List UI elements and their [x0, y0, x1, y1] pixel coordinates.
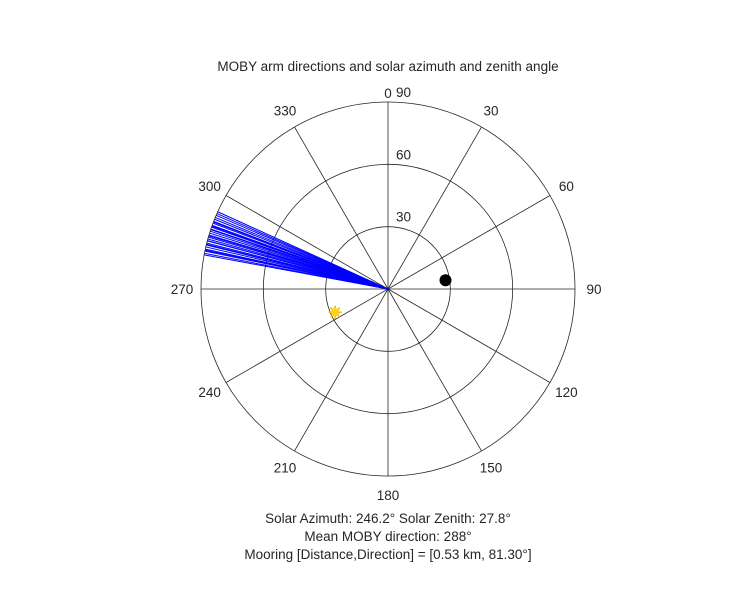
moby-arm-line — [204, 249, 389, 290]
sun-marker — [328, 305, 342, 319]
theta-tick-label-180: 180 — [377, 488, 400, 503]
moby-arm-line — [206, 243, 389, 290]
theta-tick-label-30: 30 — [483, 104, 498, 119]
chart-title: MOBY arm directions and solar azimuth an… — [217, 59, 558, 74]
theta-tick-label-120: 120 — [555, 385, 578, 400]
theta-tick-label-210: 210 — [274, 460, 297, 475]
theta-gridline-210 — [294, 288, 389, 452]
r-tick-label-30: 30 — [396, 210, 411, 225]
theta-tick-label-150: 150 — [480, 460, 503, 475]
theta-tick-label-60: 60 — [559, 179, 574, 194]
theta-tick-label-300: 300 — [198, 179, 221, 194]
theta-gridline-150 — [387, 288, 482, 452]
moby-arm-line — [210, 229, 389, 290]
r-tick-label-90: 90 — [396, 85, 411, 100]
polar-data — [204, 211, 452, 319]
mooring-text: Mooring [Distance,Direction] = [0.53 km,… — [244, 547, 531, 562]
solar-angles-text: Solar Azimuth: 246.2° Solar Zenith: 27.8… — [265, 511, 511, 526]
r-gridcircle-90 — [200, 101, 576, 477]
theta-gridline-330 — [294, 126, 389, 290]
theta-tick-label-330: 330 — [274, 104, 297, 119]
moby-arm-line — [217, 211, 389, 290]
theta-tick-label-90: 90 — [586, 282, 601, 297]
theta-gridline-30 — [387, 126, 482, 290]
theta-gridline-240 — [225, 288, 389, 383]
theta-tick-label-0: 0 — [384, 86, 392, 101]
polar-tick-labels: 0 30 60 90 120 150 180 210 240 270 300 330 30 60 90 — [171, 85, 602, 503]
polar-grid — [200, 101, 576, 477]
mooring-marker — [439, 274, 452, 287]
theta-tick-label-270: 270 — [171, 282, 194, 297]
moby-arm-line — [211, 225, 389, 290]
theta-gridline-60 — [387, 195, 551, 290]
theta-tick-label-240: 240 — [198, 385, 221, 400]
theta-gridline-120 — [387, 288, 551, 383]
r-gridcircle-30 — [325, 226, 451, 352]
moby-arm-line — [208, 235, 389, 290]
moby-arm-line — [213, 221, 389, 290]
theta-gridline-300 — [225, 195, 389, 290]
moby-arm-line — [207, 240, 389, 290]
mean-moby-direction-text: Mean MOBY direction: 288° — [304, 529, 471, 544]
r-gridcircle-60 — [262, 163, 514, 415]
r-tick-label-60: 60 — [396, 147, 411, 162]
